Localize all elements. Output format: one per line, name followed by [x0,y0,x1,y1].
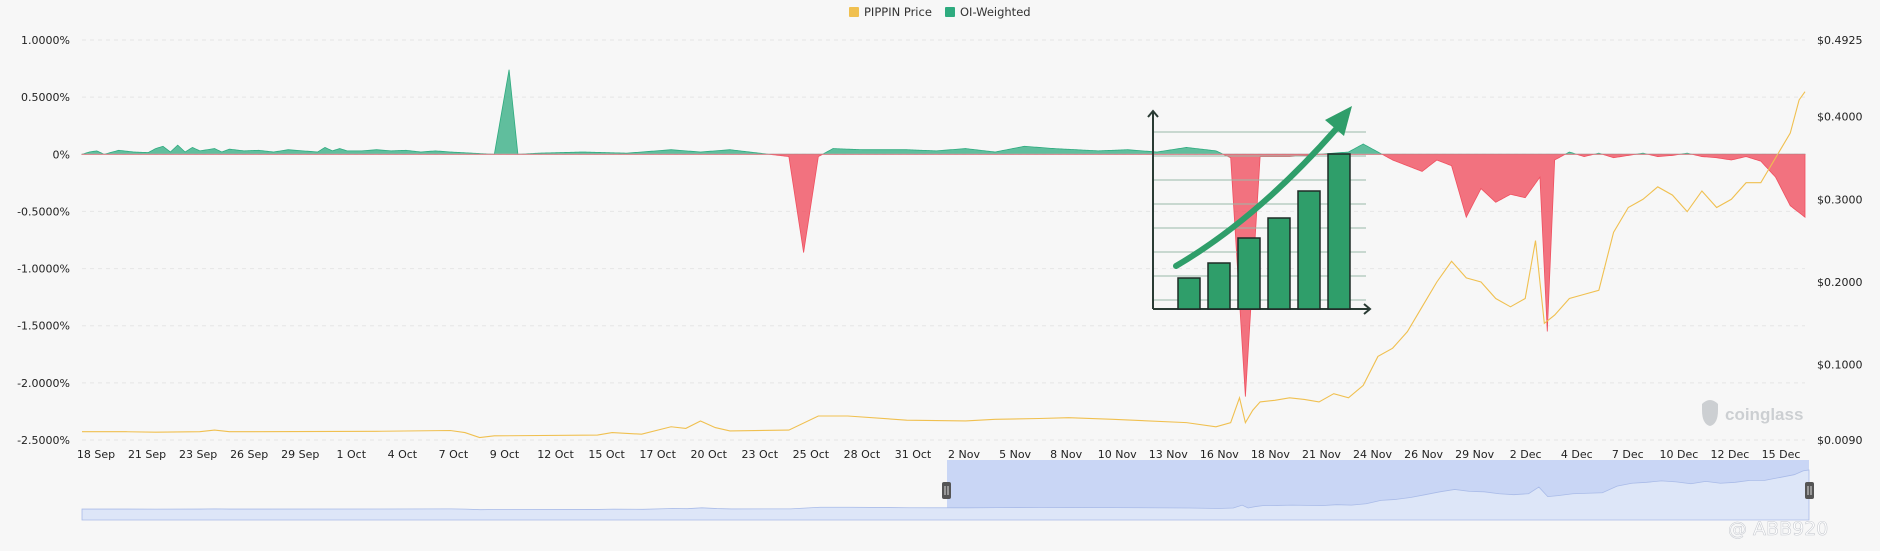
legend-item-price[interactable]: PIPPIN Price [849,5,932,19]
x-tick-label: 23 Oct [742,448,779,461]
x-tick-label: 29 Nov [1455,448,1494,461]
y-right-tick-label: $0.0090 [1817,434,1863,447]
illustration-bar [1267,217,1291,310]
x-tick-label: 8 Nov [1050,448,1082,461]
x-tick-label: 31 Oct [895,448,932,461]
legend-swatch-price [849,7,859,17]
x-axis: 18 Sep 21 Sep 23 Sep 26 Sep 29 Sep 1 Oct 4 Oct… [77,448,1801,461]
y-right-tick-label: $0.2000 [1817,276,1863,289]
x-tick-label: 15 Oct [588,448,625,461]
x-tick-label: 9 Oct [490,448,520,461]
price-line [82,91,1806,439]
y-axis-right: $0.4925 $0.4000 $0.3000 $0.2000 $0.1000 $0.00… [1817,34,1863,447]
x-tick-label: 1 Oct [337,448,367,461]
oi-weighted-series [81,69,1806,397]
y-right-tick-label: $0.4925 [1817,34,1863,47]
oi-negative-area [81,153,1806,397]
y-left-tick-label: -1.0000% [17,263,70,276]
navigator-left-handle[interactable] [942,482,951,499]
x-tick-label: 4 Dec [1561,448,1593,461]
x-tick-label: 17 Oct [639,448,676,461]
x-tick-label: 21 Nov [1302,448,1341,461]
x-tick-label: 2 Nov [948,448,980,461]
x-tick-label: 7 Dec [1612,448,1644,461]
y-left-tick-label: -1.5000% [17,320,70,333]
x-tick-label: 18 Nov [1251,448,1290,461]
y-left-tick-label: -2.5000% [17,434,70,447]
x-tick-label: 18 Sep [77,448,115,461]
x-tick-label: 4 Oct [388,448,418,461]
x-tick-label: 24 Nov [1353,448,1392,461]
x-tick-label: 16 Nov [1200,448,1239,461]
y-left-tick-label: -2.0000% [17,377,70,390]
legend-item-oi[interactable]: OI-Weighted [945,5,1031,19]
x-tick-label: 28 Oct [844,448,881,461]
coinglass-logo-icon [1702,400,1718,426]
y-right-tick-label: $0.3000 [1817,193,1863,206]
legend-label-oi: OI-Weighted [960,5,1031,19]
user-watermark: @ ABB920 [1728,518,1828,540]
y-right-tick-label: $0.4000 [1817,111,1863,124]
x-tick-label: 10 Nov [1098,448,1137,461]
x-tick-label: 25 Oct [793,448,830,461]
illustration-bar [1237,237,1261,310]
y-left-tick-label: -0.5000% [17,205,70,218]
x-tick-label: 26 Nov [1404,448,1443,461]
x-tick-label: 23 Sep [179,448,217,461]
price-series [82,91,1806,439]
illustration-bar [1177,277,1201,310]
range-navigator[interactable] [81,460,1814,521]
x-tick-label: 2 Dec [1510,448,1542,461]
illustration-bars [1177,153,1351,310]
y-left-tick-label: 0.5000% [21,91,70,104]
navigator-price-area [81,469,1810,521]
oi-positive-area [81,69,1806,155]
x-tick-label: 12 Dec [1711,448,1750,461]
x-tick-label: 21 Sep [128,448,166,461]
illustration-arrow-shaft [1173,125,1340,269]
illustration-bar [1297,190,1321,310]
illustration-bar [1207,262,1231,310]
coinglass-watermark: coinglass [1702,400,1803,426]
x-tick-label: 13 Nov [1149,448,1188,461]
x-tick-label: 5 Nov [999,448,1031,461]
x-tick-label: 20 Oct [690,448,727,461]
y-right-tick-label: $0.1000 [1817,359,1863,372]
x-tick-label: 26 Sep [230,448,268,461]
x-tick-label: 29 Sep [281,448,319,461]
x-tick-label: 12 Oct [537,448,574,461]
y-left-tick-label: 0% [53,148,70,161]
illustration-arrow-head [1325,106,1352,136]
legend-swatch-oi [945,7,955,17]
y-left-tick-label: 1.0000% [21,34,70,47]
legend-label-price: PIPPIN Price [864,5,932,19]
growth-chart-illustration [1147,106,1372,315]
x-tick-label: 7 Oct [439,448,469,461]
navigator-right-handle[interactable] [1805,482,1814,499]
coinglass-brand-text: coinglass [1725,405,1803,424]
legend: PIPPIN Price OI-Weighted [849,5,1031,19]
illustration-bar [1327,153,1351,310]
x-tick-label: 10 Dec [1659,448,1698,461]
y-axis-left: 1.0000% 0.5000% 0% -0.5000% -1.0000% -1.5000%… [17,34,70,447]
x-tick-label: 15 Dec [1762,448,1801,461]
